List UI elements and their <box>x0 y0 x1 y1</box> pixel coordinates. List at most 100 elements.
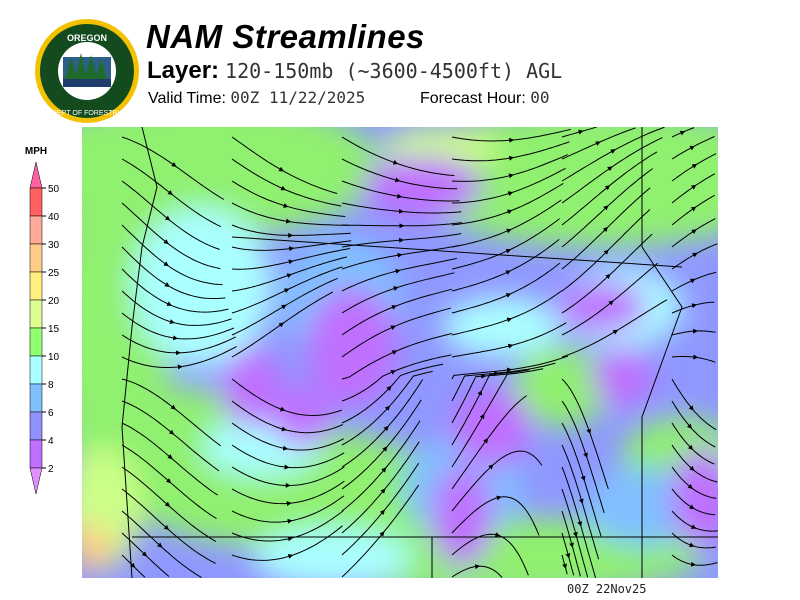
streamline <box>451 191 514 204</box>
valid-time-label: Valid Time: <box>148 90 226 107</box>
border-or-id <box>641 127 683 578</box>
streamline <box>690 487 717 499</box>
streamline <box>682 127 695 133</box>
wind-speed-region <box>432 467 492 567</box>
legend-bottom-arrow <box>29 467 43 495</box>
streamline <box>160 545 202 578</box>
streamline <box>284 424 344 434</box>
streamline <box>290 525 343 557</box>
streamline <box>121 532 148 557</box>
streamline <box>451 270 511 292</box>
streamline <box>561 205 609 248</box>
svg-text:OREGON: OREGON <box>67 33 107 43</box>
streamline <box>561 510 574 548</box>
streamline <box>290 510 344 539</box>
legend-swatch <box>29 327 43 357</box>
streamline <box>579 523 597 578</box>
streamline <box>581 501 600 560</box>
streamline <box>121 444 172 484</box>
streamline <box>121 334 181 356</box>
streamline <box>121 158 173 196</box>
streamline <box>341 385 392 424</box>
streamline <box>341 136 399 165</box>
streamline <box>399 196 460 202</box>
streamline <box>671 422 694 451</box>
valid-time-value: 00Z 11/22/2025 <box>230 88 366 107</box>
streamline <box>341 158 401 183</box>
streamline <box>561 185 611 226</box>
streamline <box>174 165 225 200</box>
streamline <box>231 136 285 172</box>
streamline <box>451 464 494 512</box>
streamline <box>671 206 697 226</box>
legend-tick-label: 25 <box>48 268 60 279</box>
streamline <box>491 450 543 467</box>
streamline <box>451 248 512 270</box>
streamline <box>564 566 568 575</box>
streamline <box>400 244 460 256</box>
streamline <box>167 504 217 542</box>
streamline <box>395 162 455 177</box>
streamline <box>281 291 334 325</box>
streamline <box>341 252 403 270</box>
streamline <box>561 300 614 336</box>
streamline <box>121 510 163 548</box>
streamline <box>510 322 567 347</box>
streamline <box>394 288 453 307</box>
streamline <box>121 202 169 245</box>
streamline <box>571 545 581 577</box>
streamline <box>121 246 170 287</box>
streamline <box>382 462 420 512</box>
wind-speed-region <box>592 347 652 407</box>
streamline <box>290 232 351 236</box>
svg-text:DEPT OF FORESTRY: DEPT OF FORESTRY <box>52 110 122 117</box>
coastline <box>121 127 158 578</box>
streamline <box>451 173 514 182</box>
streamline <box>693 271 717 281</box>
streamline <box>511 154 568 176</box>
streamline <box>231 304 287 336</box>
wind-speed-region <box>442 297 562 357</box>
streamline <box>341 467 387 512</box>
streamline <box>173 407 221 447</box>
forecast-hour-label: Forecast Hour: <box>420 90 526 107</box>
streamline <box>451 532 501 556</box>
streamline <box>671 163 698 182</box>
streamline <box>231 246 295 252</box>
streamline <box>341 425 389 468</box>
legend-swatch <box>29 215 43 245</box>
streamline <box>231 553 294 561</box>
streamline <box>288 466 345 486</box>
streamline <box>606 209 651 252</box>
streamline <box>341 223 405 229</box>
legend-swatch <box>29 299 43 329</box>
streamline <box>561 422 586 482</box>
streamline <box>561 141 601 160</box>
streamline <box>121 136 177 167</box>
streamline <box>598 127 636 144</box>
streamline <box>121 224 169 267</box>
streamline <box>451 367 512 380</box>
streamline <box>511 141 570 159</box>
streamline <box>385 399 422 449</box>
streamline <box>695 330 716 333</box>
streamline <box>341 180 403 199</box>
streamline <box>169 481 217 520</box>
streamline <box>121 400 175 435</box>
streamline <box>290 495 345 522</box>
streamline <box>289 480 345 504</box>
streamline <box>561 466 583 527</box>
streamline <box>561 444 584 504</box>
streamline <box>341 370 397 402</box>
wind-speed-region <box>452 387 532 467</box>
streamline <box>561 532 571 559</box>
wind-speed-region <box>557 282 647 332</box>
streamline <box>694 301 715 306</box>
streamline <box>575 534 589 578</box>
legend-tick-label: 30 <box>48 240 60 251</box>
streamline <box>561 488 578 538</box>
streamline <box>694 194 715 209</box>
streamline <box>451 437 489 490</box>
streamline <box>692 468 718 483</box>
streamline <box>341 202 404 214</box>
